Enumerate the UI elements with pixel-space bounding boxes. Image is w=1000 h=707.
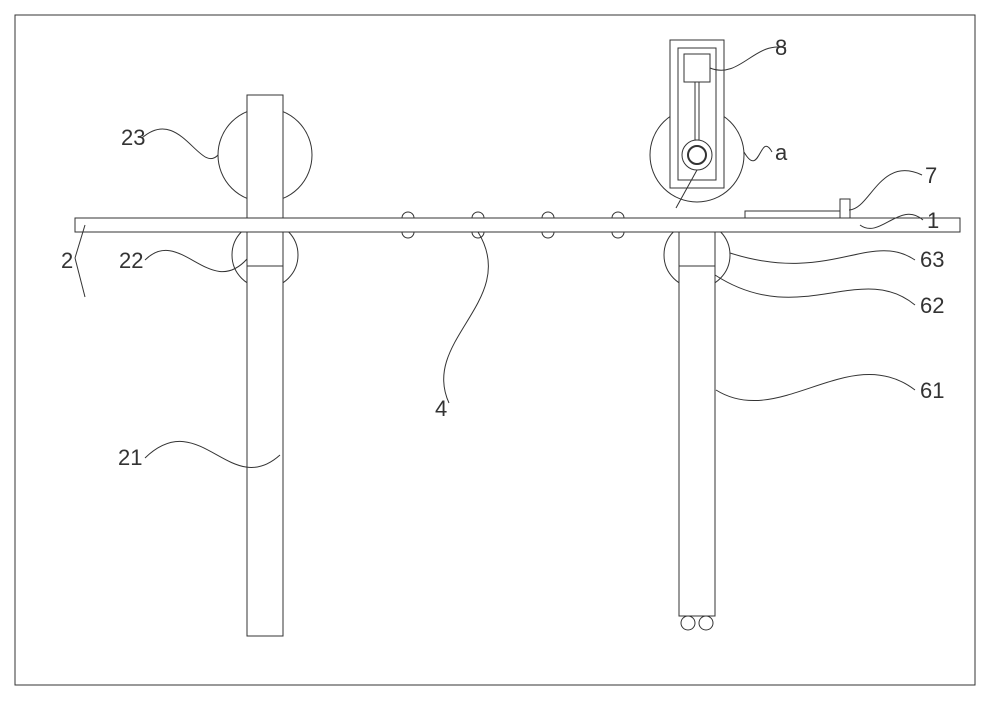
leader-n7 xyxy=(849,171,922,210)
leader-n23 xyxy=(142,129,218,159)
left-below-block xyxy=(247,232,283,266)
left-upper-bar xyxy=(247,95,283,218)
label-n2: 2 xyxy=(61,248,73,273)
label-n61: 61 xyxy=(920,378,944,403)
label-n21: 21 xyxy=(118,445,142,470)
label-n4: 4 xyxy=(435,396,447,421)
caster-right xyxy=(699,616,713,630)
shelf-lip-7 xyxy=(840,199,850,218)
leader-n62 xyxy=(715,275,915,305)
leader-a xyxy=(744,146,772,161)
leader-n4 xyxy=(444,232,489,403)
slot-2-bot xyxy=(542,232,554,238)
label-n1: 1 xyxy=(927,208,939,233)
slot-0-top xyxy=(402,212,414,218)
left-lower-bar-21 xyxy=(247,266,283,636)
label-n63: 63 xyxy=(920,247,944,272)
leader-n2_bot xyxy=(75,258,85,297)
right-lower-bar-61 xyxy=(679,266,715,616)
slot-2-top xyxy=(542,212,554,218)
label-n8: 8 xyxy=(775,35,787,60)
right-below-block-62 xyxy=(679,232,715,266)
slot-3-bot xyxy=(612,232,624,238)
ring-outer xyxy=(682,140,712,170)
shelf-flat-7 xyxy=(745,211,845,218)
slot-0-bot xyxy=(402,232,414,238)
label-a: a xyxy=(775,140,788,165)
leader-n61 xyxy=(716,374,915,400)
caster-left xyxy=(681,616,695,630)
label-n23: 23 xyxy=(121,125,145,150)
label-n7: 7 xyxy=(925,163,937,188)
slot-1-top xyxy=(472,212,484,218)
frame xyxy=(15,15,975,685)
piston-head-8 xyxy=(684,54,710,82)
plate-1 xyxy=(75,218,960,232)
label-n62: 62 xyxy=(920,293,944,318)
slot-3-top xyxy=(612,212,624,218)
leader-n63 xyxy=(730,251,915,264)
label-n22: 22 xyxy=(119,248,143,273)
